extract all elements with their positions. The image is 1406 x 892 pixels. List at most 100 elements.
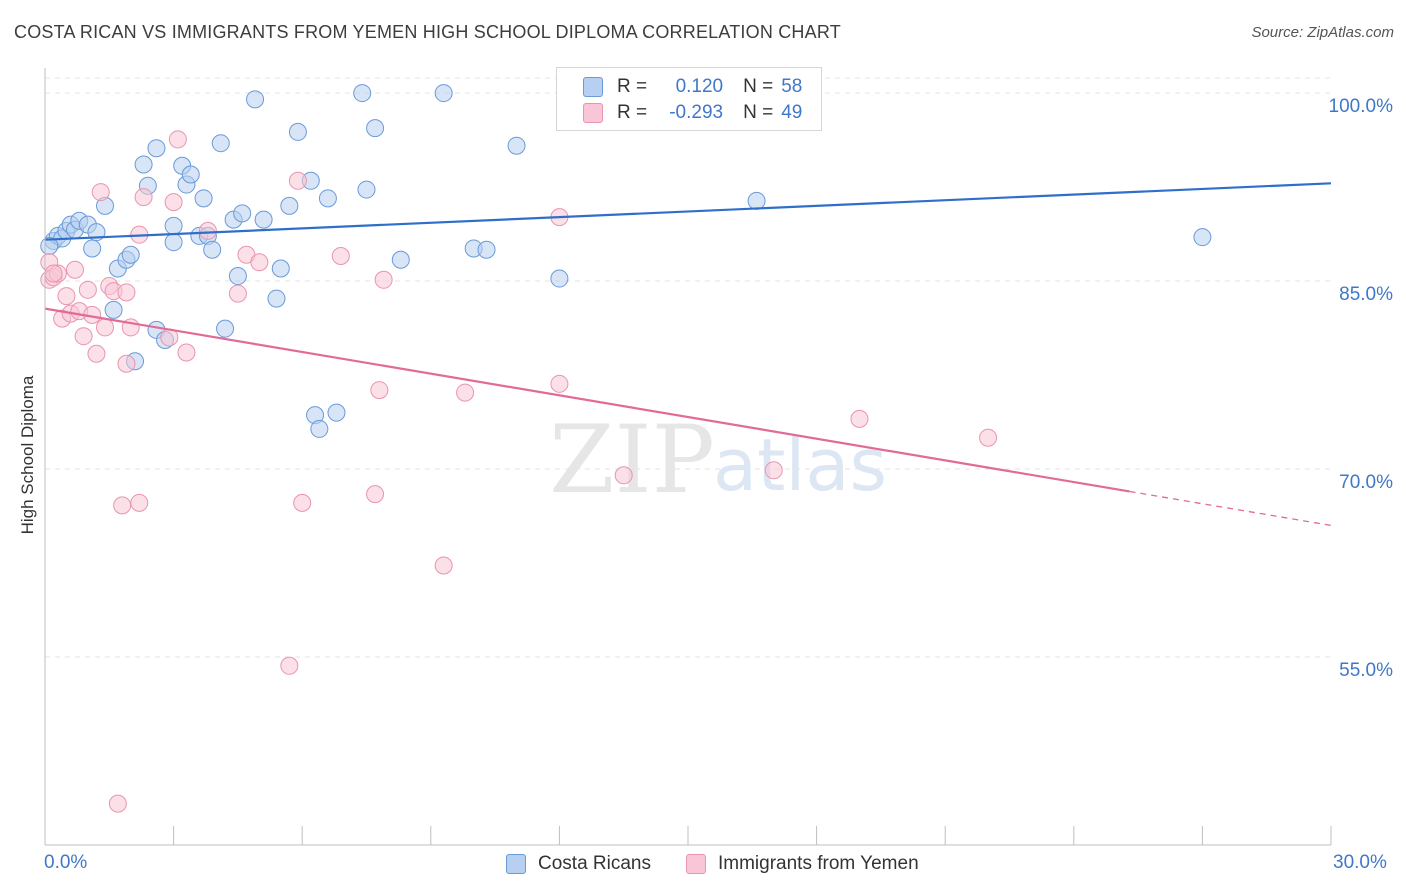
point-costa-rican: [391, 250, 410, 269]
point-costa-rican: [507, 136, 526, 155]
correlation-legend: R = 0.120 N = 58 R = -0.293 N = 49: [556, 67, 822, 131]
point-yemen: [91, 183, 110, 202]
x-tick-label-min: 0.0%: [44, 852, 88, 873]
point-costa-rican: [254, 210, 273, 229]
point-costa-rican: [357, 180, 376, 199]
bottom-legend-label: Costa Ricans: [538, 853, 651, 874]
point-yemen: [228, 284, 247, 303]
legend-r-label: R =: [617, 76, 648, 97]
point-costa-rican: [747, 191, 766, 210]
point-yemen: [198, 221, 217, 240]
point-costa-rican: [233, 204, 252, 223]
point-costa-rican: [246, 90, 265, 109]
chart-title: COSTA RICAN VS IMMIGRANTS FROM YEMEN HIG…: [14, 22, 841, 42]
trend-lines: [44, 182, 1332, 527]
point-costa-rican: [366, 119, 385, 138]
point-yemen: [117, 354, 136, 373]
point-yemen: [108, 794, 127, 813]
point-costa-rican: [310, 419, 329, 438]
legend-r-value: 0.120: [675, 76, 724, 97]
legend-row-costa-ricans: R = 0.120 N = 58: [583, 75, 802, 99]
point-yemen: [134, 188, 153, 207]
legend-r-label: R =: [617, 102, 648, 123]
point-costa-rican: [181, 165, 200, 184]
point-costa-rican: [83, 239, 102, 258]
y-tick-label: 55.0%: [1339, 660, 1393, 681]
point-costa-rican: [121, 245, 140, 264]
point-yemen: [366, 485, 385, 504]
legend-r-value: -0.293: [669, 102, 724, 123]
trend-line-yemen-extrapolated: [1129, 490, 1332, 527]
legend-n-label: N =: [743, 102, 774, 123]
point-costa-rican: [203, 240, 222, 259]
point-costa-rican: [318, 189, 337, 208]
point-yemen: [374, 270, 393, 289]
point-yemen: [370, 381, 389, 400]
point-yemen: [87, 344, 106, 363]
point-yemen: [168, 130, 187, 149]
point-costa-rican: [194, 189, 213, 208]
legend-n-value: 58: [781, 76, 803, 97]
y-tick-label: 85.0%: [1339, 284, 1393, 305]
bottom-legend-yemen: Immigrants from Yemen: [686, 852, 919, 876]
point-yemen: [78, 280, 97, 299]
point-yemen: [979, 428, 998, 447]
point-yemen: [280, 656, 299, 675]
point-yemen: [113, 496, 132, 515]
point-yemen: [177, 343, 196, 362]
point-costa-rican: [134, 155, 153, 174]
point-costa-rican: [267, 289, 286, 308]
point-yemen: [288, 171, 307, 190]
bottom-legend-label: Immigrants from Yemen: [718, 853, 919, 874]
point-costa-rican: [1193, 228, 1212, 247]
trend-line-costa-ricans: [44, 182, 1332, 241]
legend-n-label: N =: [743, 76, 774, 97]
watermark-zip: ZIP: [549, 406, 715, 515]
point-yemen: [117, 283, 136, 302]
point-yemen: [614, 466, 633, 485]
point-yemen: [74, 327, 93, 346]
x-tick-label-max: 30.0%: [1333, 852, 1387, 873]
bottom-legend-swatch-pink: [686, 854, 706, 874]
y-tick-label: 100.0%: [1329, 96, 1394, 117]
point-yemen: [764, 461, 783, 480]
point-yemen: [434, 556, 453, 575]
point-yemen: [456, 383, 475, 402]
bottom-legend-costa-ricans: Costa Ricans: [506, 852, 651, 876]
point-yemen: [130, 493, 149, 512]
point-costa-rican: [434, 84, 453, 103]
trend-line-yemen: [44, 307, 1130, 493]
legend-n-value: 49: [781, 102, 803, 123]
point-costa-rican: [164, 216, 183, 235]
point-costa-rican: [327, 403, 346, 422]
legend-swatch-blue: [583, 77, 603, 97]
axes: [44, 68, 1332, 846]
y-tick-label: 70.0%: [1339, 472, 1393, 493]
point-costa-rican: [104, 300, 123, 319]
point-costa-rican: [477, 240, 496, 259]
point-yemen: [850, 409, 869, 428]
y-tick-labels: 55.0% 70.0% 85.0% 100.0%: [1329, 96, 1394, 681]
point-yemen: [250, 253, 269, 272]
point-costa-rican: [228, 267, 247, 286]
point-costa-rican: [288, 122, 307, 141]
source-note: Source: ZipAtlas.com: [1251, 24, 1394, 41]
point-costa-rican: [216, 319, 235, 338]
point-costa-rican: [164, 233, 183, 252]
point-yemen: [331, 246, 350, 265]
point-yemen: [164, 193, 183, 212]
point-costa-rican: [353, 84, 372, 103]
point-yemen: [66, 260, 85, 279]
point-yemen: [44, 264, 63, 283]
point-yemen: [293, 493, 312, 512]
point-costa-rican: [271, 259, 290, 278]
point-costa-rican: [211, 134, 230, 153]
point-yemen: [96, 318, 115, 337]
point-costa-rican: [550, 269, 569, 288]
legend-row-yemen: R = -0.293 N = 49: [583, 101, 802, 125]
point-costa-rican: [147, 139, 166, 158]
point-yemen: [550, 374, 569, 393]
gridlines: [45, 77, 1331, 658]
data-points: [40, 84, 1212, 813]
